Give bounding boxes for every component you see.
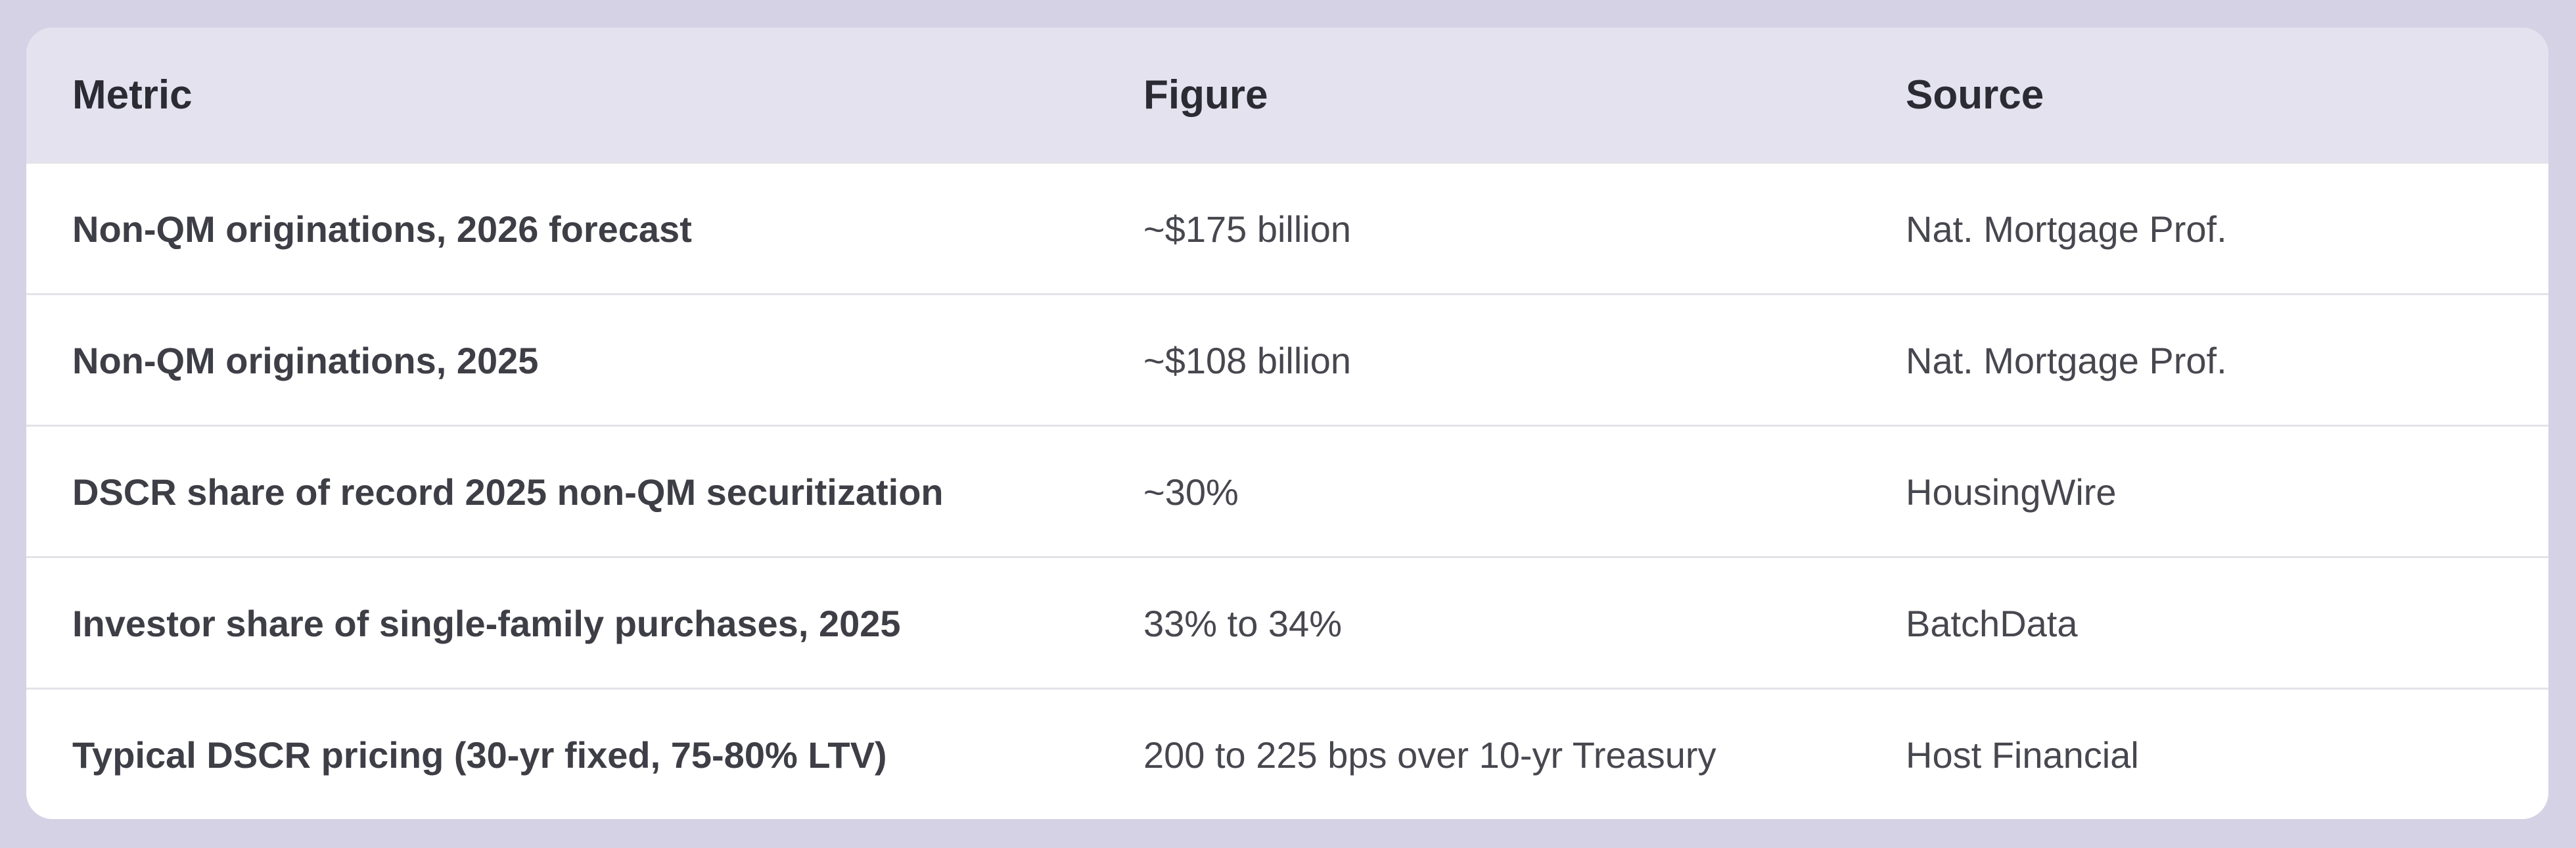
table-header: Metric Figure Source: [26, 28, 2548, 162]
cell-metric: Investor share of single-family purchase…: [72, 603, 901, 644]
cell-figure: 33% to 34%: [1143, 603, 1342, 644]
header-metric: Metric: [72, 72, 193, 118]
cell-source: BatchData: [1906, 603, 2078, 644]
header-figure: Figure: [1143, 72, 1268, 118]
header-source: Source: [1906, 72, 2044, 118]
cell-metric: Non-QM originations, 2025: [72, 340, 539, 381]
table-row: DSCR share of record 2025 non-QM securit…: [26, 425, 2548, 557]
cell-metric: Typical DSCR pricing (30-yr fixed, 75-80…: [72, 734, 887, 776]
table-row: Non-QM originations, 2025 ~$108 billion …: [26, 293, 2548, 426]
cell-figure: ~$108 billion: [1143, 340, 1352, 381]
data-table: Metric Figure Source Non-QM originations…: [26, 28, 2548, 819]
table-row: Typical DSCR pricing (30-yr fixed, 75-80…: [26, 688, 2548, 819]
cell-source: Nat. Mortgage Prof.: [1906, 208, 2227, 250]
table-row: Investor share of single-family purchase…: [26, 556, 2548, 689]
cell-metric: DSCR share of record 2025 non-QM securit…: [72, 471, 944, 513]
cell-source: HousingWire: [1906, 471, 2117, 513]
cell-source: Host Financial: [1906, 734, 2139, 776]
cell-metric: Non-QM originations, 2026 forecast: [72, 208, 692, 250]
cell-figure: ~$175 billion: [1143, 208, 1352, 250]
cell-source: Nat. Mortgage Prof.: [1906, 340, 2227, 381]
table-row: Non-QM originations, 2026 forecast ~$175…: [26, 162, 2548, 294]
cell-figure: ~30%: [1143, 471, 1239, 513]
cell-figure: 200 to 225 bps over 10-yr Treasury: [1143, 734, 1716, 776]
